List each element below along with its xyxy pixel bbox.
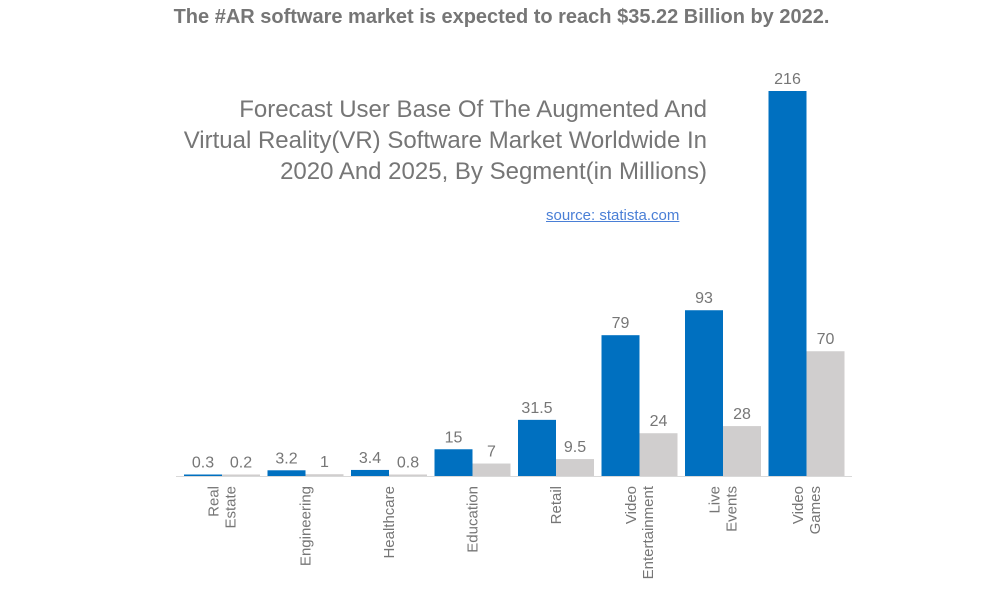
data-label: 93 [695, 290, 713, 307]
category-label: Video [623, 486, 640, 524]
category-label: Live [707, 486, 724, 514]
bar-series2 [723, 426, 761, 476]
chart-title: Forecast User Base Of The Augmented And … [107, 94, 707, 187]
bar-series2 [806, 351, 845, 476]
data-label: 28 [733, 406, 751, 423]
category-label: Estate [223, 486, 240, 529]
bar-series1 [351, 469, 389, 476]
bar-series2 [222, 474, 260, 476]
category-label: Entertainment [640, 485, 657, 579]
bar-series2 [556, 459, 594, 476]
category-label: Engineering [298, 486, 315, 566]
category-label: Healthcare [381, 486, 398, 559]
data-label: 7 [487, 444, 496, 461]
chart-title-line: Forecast User Base Of The Augmented And [239, 96, 707, 123]
bar-series1 [601, 335, 640, 476]
bar-series1 [267, 470, 306, 476]
chart-title-line: Virtual Reality(VR) Software Market Worl… [183, 127, 707, 154]
category-label: Real [206, 486, 223, 517]
bar-series2 [389, 474, 427, 476]
category-label: Events [724, 486, 741, 532]
data-label: 3.4 [359, 450, 381, 467]
data-label: 1 [320, 454, 329, 471]
category-label: Games [807, 486, 824, 534]
data-label: 3.2 [275, 450, 297, 467]
bar-series2 [472, 463, 511, 476]
bar-series1 [434, 449, 473, 476]
category-label: Video [790, 486, 807, 524]
headline: The #AR software market is expected to r… [173, 6, 830, 28]
source-link[interactable]: source: statista.com [546, 207, 680, 224]
data-label: 31.5 [521, 400, 552, 417]
bar-series1 [768, 91, 807, 476]
data-label: 24 [650, 413, 668, 430]
data-label: 0.8 [397, 455, 419, 472]
bar-series2 [305, 474, 344, 476]
data-label: 70 [817, 331, 835, 348]
data-label: 0.2 [230, 455, 252, 472]
bar-series1 [184, 474, 222, 476]
data-label: 15 [445, 429, 463, 446]
bar-series1 [518, 419, 556, 476]
data-label: 0.3 [192, 455, 214, 472]
bar-series1 [685, 310, 723, 476]
bar-series2 [639, 433, 678, 476]
data-label: 216 [774, 71, 801, 88]
data-label: 9.5 [564, 439, 586, 456]
chart-title-line: 2020 And 2025, By Segment(in Millions) [280, 158, 707, 185]
category-label: Retail [548, 486, 565, 524]
data-label: 79 [612, 315, 630, 332]
category-label: Education [465, 486, 482, 553]
